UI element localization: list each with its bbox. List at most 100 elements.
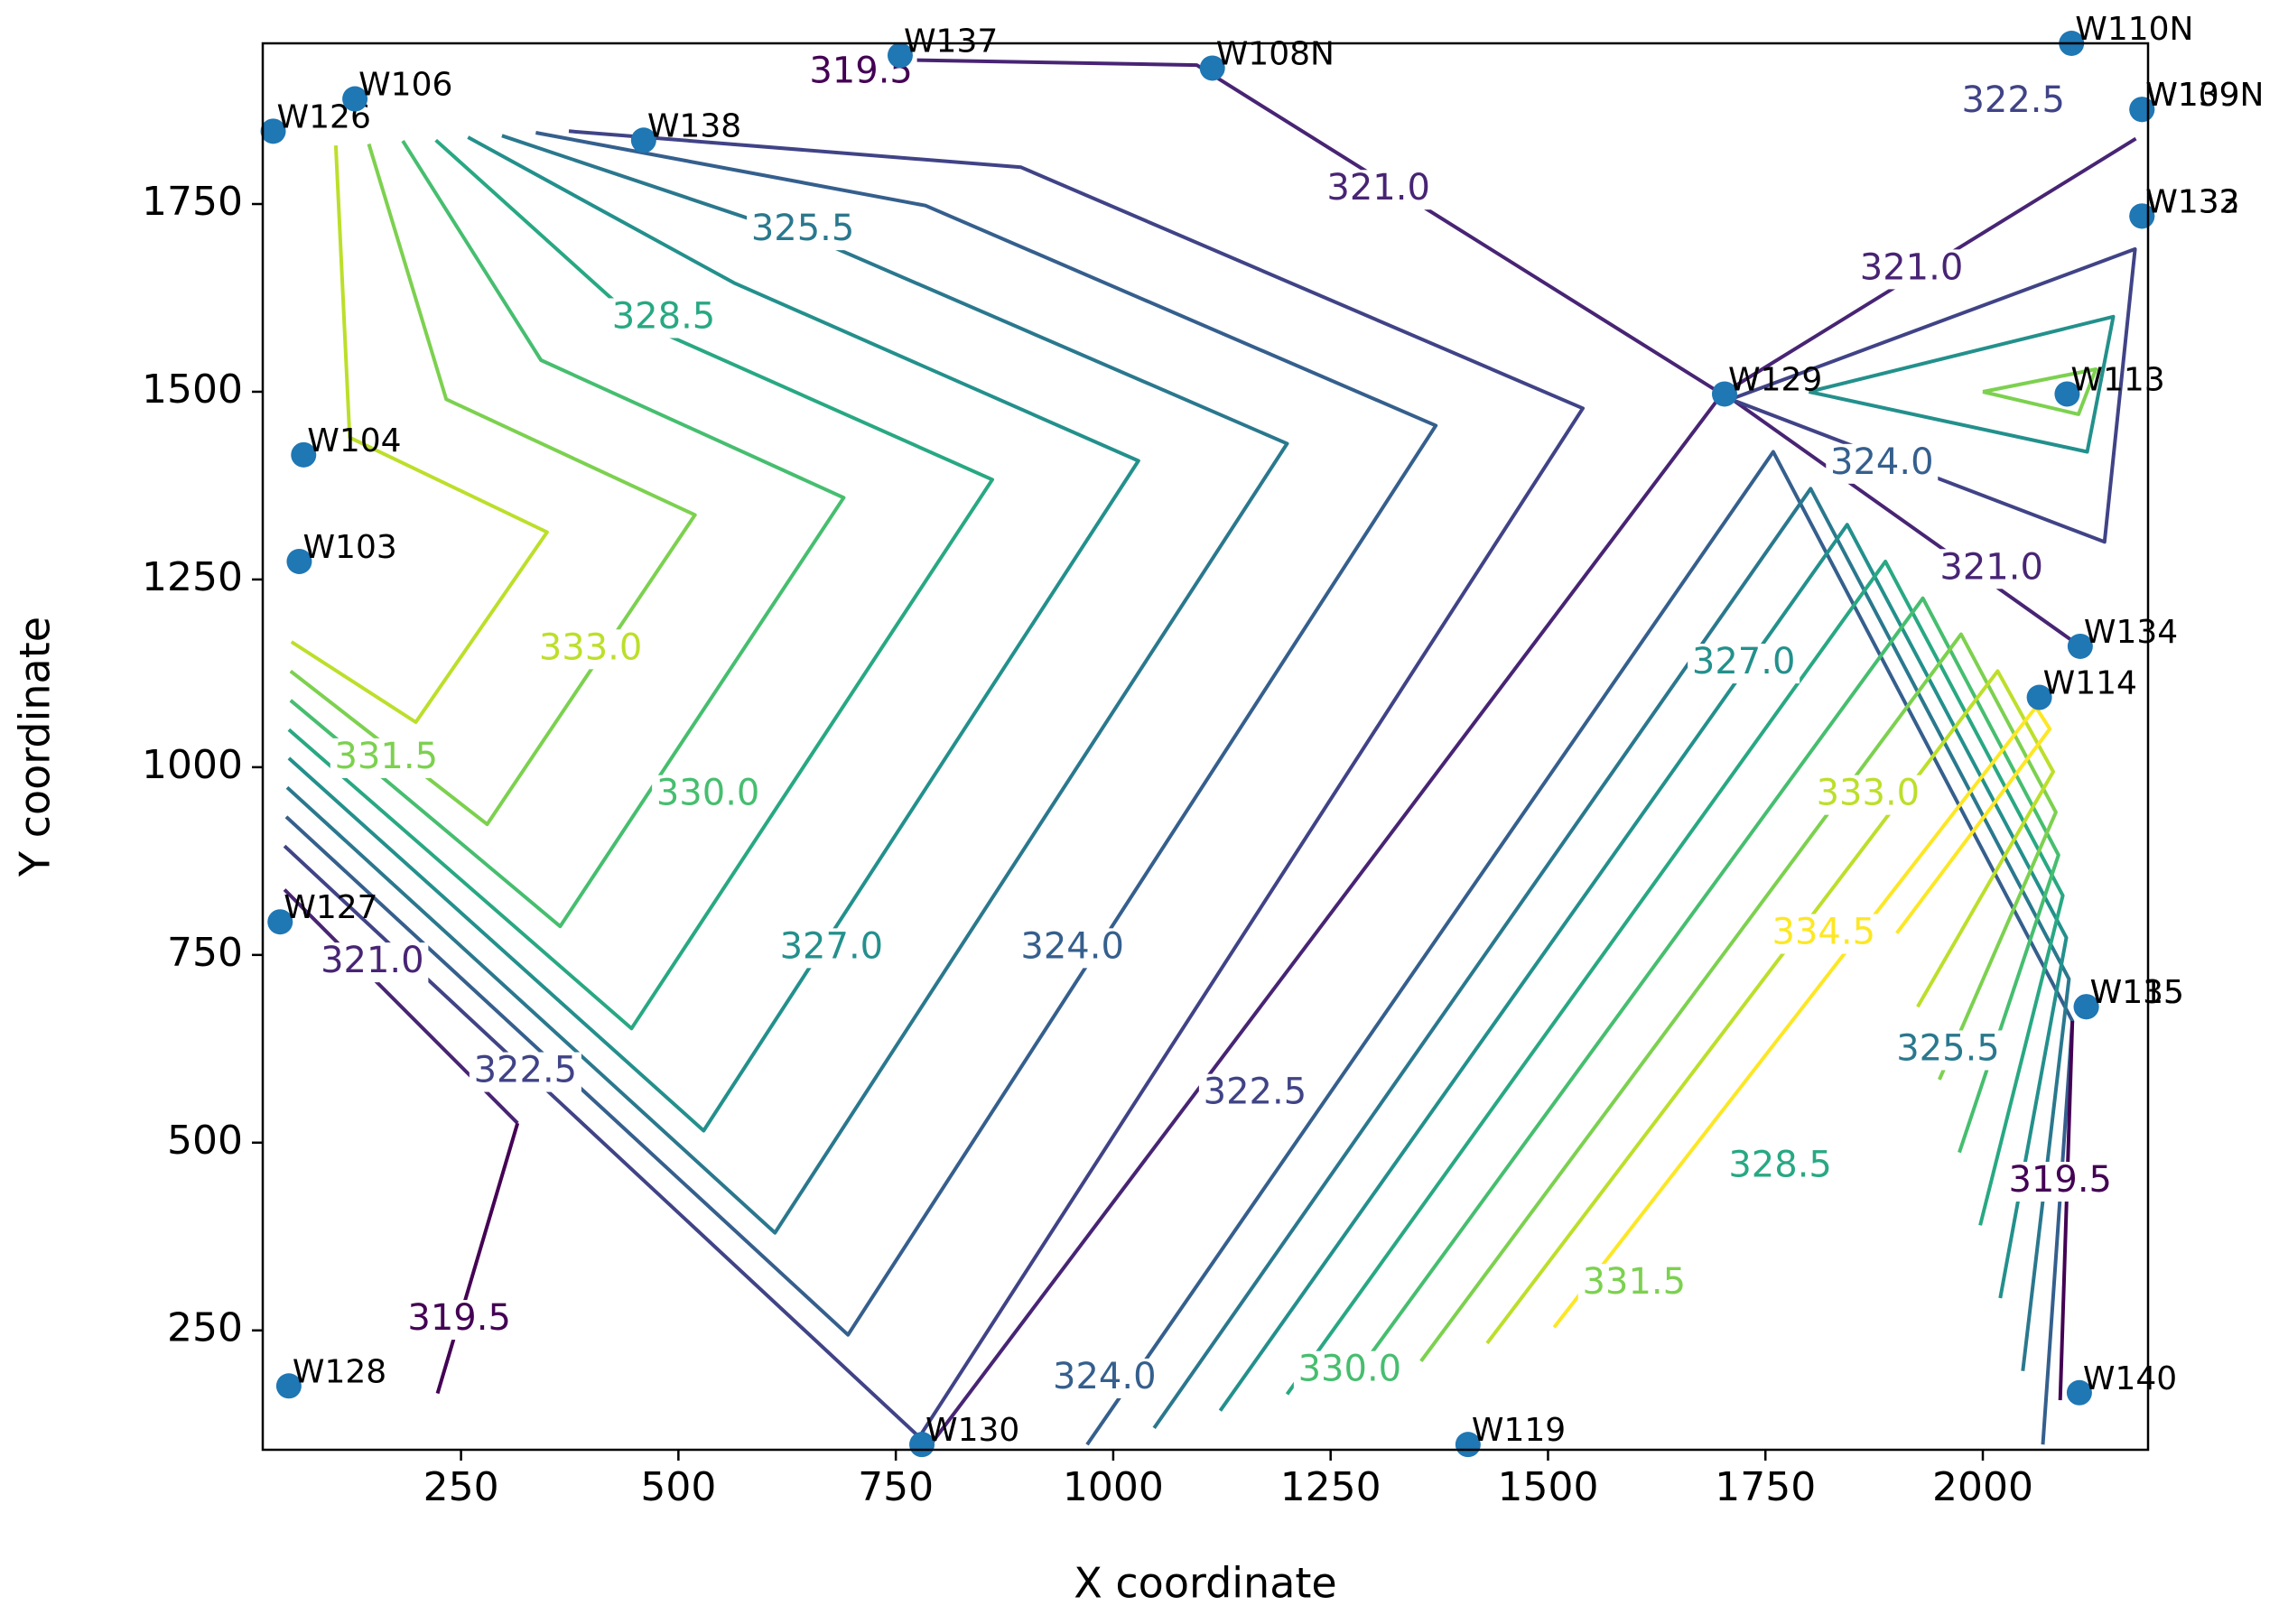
contour-label: 322.5	[1961, 79, 2065, 121]
contour-line	[817, 56, 2137, 396]
contour-label: 334.5	[1772, 912, 1876, 953]
well-label: W140	[2083, 1360, 2177, 1397]
contour-label: 321.0	[1860, 246, 1964, 288]
well-label: W139	[2145, 77, 2239, 114]
well-point	[275, 1373, 302, 1399]
contour-line	[929, 393, 1724, 1446]
well-label: W113	[2070, 361, 2164, 398]
contour-label: 328.5	[1728, 1144, 1832, 1185]
contour-label-bg	[1322, 170, 1435, 210]
well-label: W109N	[2145, 77, 2264, 114]
contour-label-bg	[1724, 1146, 1837, 1187]
contour-label-bg	[1198, 1073, 1311, 1114]
well-label: W130	[925, 1412, 1019, 1449]
well-point	[291, 441, 317, 468]
contour-line	[1808, 314, 2116, 454]
well-point	[2066, 1379, 2092, 1406]
contour-label-bg	[1688, 644, 1800, 684]
well-point	[267, 909, 293, 935]
contour-label: 327.0	[1692, 641, 1796, 682]
well-point	[342, 86, 368, 112]
well-label: W133	[2145, 183, 2239, 220]
y-axis-label: Y coordinate	[11, 617, 60, 877]
contour-line	[289, 140, 846, 929]
y-tick-label: 250	[167, 1305, 243, 1351]
well-point	[2026, 684, 2052, 710]
contour-line	[1218, 523, 2069, 1412]
contour-label: 331.5	[335, 736, 439, 777]
contour-label: 325.5	[751, 208, 855, 249]
contour-label-bg	[1957, 81, 2069, 122]
well-label: W129	[1728, 361, 1822, 398]
y-tick-label: 1000	[142, 742, 243, 788]
well-label: W119	[1472, 1412, 1566, 1449]
contour-label: 333.0	[539, 626, 643, 668]
contour-label-bg	[316, 942, 429, 983]
contour-label: 333.0	[1817, 773, 1921, 814]
contour-label: 321.0	[321, 940, 424, 981]
x-tick-label: 1500	[1497, 1464, 1598, 1510]
well-label: W110N	[2075, 11, 2193, 48]
contour-label-bg	[535, 629, 647, 670]
y-tick-label: 1250	[142, 554, 243, 600]
plot-frame	[261, 42, 2150, 1452]
contour-line	[1419, 632, 2058, 1362]
contour-label: 325.5	[1896, 1027, 2000, 1069]
contour-label-bg	[1935, 549, 2048, 589]
y-tick-label: 1750	[142, 179, 243, 225]
contour-label-bg	[652, 775, 765, 815]
contour-label-bg	[2004, 1162, 2116, 1202]
contour-line	[285, 134, 1289, 1235]
contour-line	[1285, 560, 2065, 1396]
contour-label: 321.0	[1326, 167, 1430, 209]
contour-label-bg	[1826, 443, 1939, 484]
contour-label-bg	[403, 1300, 516, 1341]
contour-label: 321.0	[1939, 546, 2043, 588]
well-label: W127	[284, 889, 377, 926]
well-label: W138	[647, 107, 741, 144]
contour-label-bg	[1856, 249, 1968, 290]
contour-label-bg	[1293, 1350, 1406, 1391]
well-label: W114	[2043, 665, 2137, 702]
well-point	[286, 548, 312, 574]
well-point	[887, 42, 913, 69]
contour-label: 330.0	[1298, 1349, 1402, 1390]
x-tick-label: 1750	[1715, 1464, 1816, 1510]
x-axis-label: X coordinate	[1074, 1559, 1336, 1608]
contour-label-bg	[1892, 1030, 2004, 1071]
well-point	[1199, 55, 1225, 81]
contour-label-bg	[469, 1052, 581, 1092]
well-label: W135	[2090, 974, 2184, 1011]
contour-label-bg	[607, 298, 720, 339]
contour-label-layer: 319.5 322.5 321.0 325.5 328.5 321.0 324.0 321.0…	[316, 50, 2116, 1398]
contour-label-bg	[1767, 914, 1880, 954]
x-tick-label: 1250	[1280, 1464, 1381, 1510]
contour-label: 327.0	[780, 925, 884, 967]
well-point	[2073, 994, 2099, 1020]
contour-line	[1485, 669, 2055, 1345]
contour-line	[435, 1122, 520, 1395]
contour-label: 328.5	[612, 295, 716, 337]
contour-label: 324.0	[1830, 441, 1934, 483]
well-point	[260, 118, 286, 144]
contour-line	[2058, 1020, 2075, 1401]
well-label: W128	[293, 1353, 386, 1390]
x-tick-label: 250	[423, 1464, 499, 1510]
contour-label-bg	[775, 928, 888, 969]
well-point	[2067, 633, 2093, 659]
well-layer: W137 W108NW110NW109NW139W126W106W138W133W…	[260, 11, 2265, 1458]
contour-label-bg	[330, 738, 442, 778]
contour-label: 324.0	[1053, 1356, 1157, 1397]
contour-line	[284, 131, 1438, 1337]
contour-label-bg	[1811, 775, 1924, 815]
contour-line	[1085, 450, 2075, 1446]
well-point	[630, 127, 656, 153]
contour-label-bg	[747, 210, 860, 251]
y-tick-label: 750	[167, 930, 243, 976]
well-label: W134	[2084, 614, 2178, 651]
well-point	[1711, 381, 1737, 407]
contour-line	[289, 143, 697, 827]
contour-label: 319.5	[407, 1297, 511, 1339]
